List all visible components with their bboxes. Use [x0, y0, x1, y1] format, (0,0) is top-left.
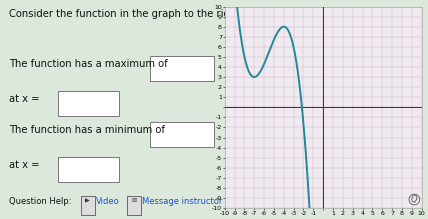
Text: Video: Video: [96, 197, 120, 206]
Text: Consider the function in the graph to the right: Consider the function in the graph to th…: [9, 9, 240, 19]
Text: Q: Q: [411, 195, 418, 204]
Text: ✉: ✉: [131, 198, 137, 203]
Text: Question Help:: Question Help:: [9, 197, 71, 206]
FancyBboxPatch shape: [81, 196, 95, 215]
Text: The function has a maximum of: The function has a maximum of: [9, 59, 167, 69]
Text: at x =: at x =: [9, 160, 39, 170]
Text: Message instructor: Message instructor: [142, 197, 222, 206]
Text: at x =: at x =: [9, 94, 39, 104]
FancyBboxPatch shape: [58, 157, 119, 182]
FancyBboxPatch shape: [127, 196, 141, 215]
FancyBboxPatch shape: [149, 56, 214, 81]
Text: The function has a minimum of: The function has a minimum of: [9, 125, 165, 135]
FancyBboxPatch shape: [149, 122, 214, 147]
Text: ▶: ▶: [85, 198, 90, 203]
FancyBboxPatch shape: [58, 91, 119, 116]
